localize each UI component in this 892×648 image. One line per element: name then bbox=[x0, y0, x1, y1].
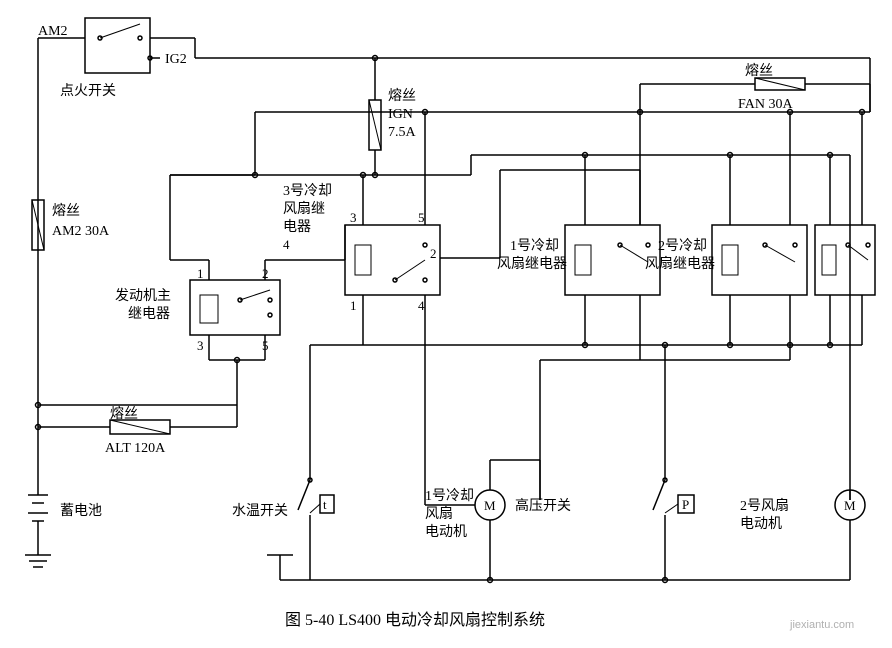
svg-text:1: 1 bbox=[350, 298, 357, 313]
fan-motor-1-label-c: 电动机 bbox=[425, 524, 467, 540]
fuse-ign-a: IGN bbox=[388, 107, 413, 122]
fan-motor-1-label-a: 1号冷却 bbox=[425, 488, 474, 504]
fan-relay-3-label-b: 风扇继 bbox=[283, 201, 325, 217]
svg-text:5: 5 bbox=[418, 210, 425, 225]
ignition-switch-label: 点火开关 bbox=[60, 83, 116, 99]
fan-relay-1-label-a: 1号冷却 bbox=[510, 238, 559, 254]
temp-switch: t bbox=[298, 478, 334, 513]
fuse-diag bbox=[755, 78, 805, 90]
hp-switch-label: 高压开关 bbox=[515, 497, 571, 514]
svg-text:4: 4 bbox=[283, 237, 290, 252]
fuse-fan-30a-label: FAN 30A bbox=[738, 97, 793, 112]
fuse-diag bbox=[110, 420, 170, 434]
fuse-label: 熔丝 bbox=[52, 203, 80, 219]
fan-relay-2-label-a: 2号冷却 bbox=[658, 238, 707, 254]
fan-relay-2 bbox=[712, 225, 807, 295]
svg-text:2: 2 bbox=[430, 246, 437, 261]
ignition-switch-box bbox=[85, 18, 150, 73]
fuse-am2-30a-label: AM2 30A bbox=[52, 224, 110, 239]
fan-relay-2-label-b: 风扇继电器 bbox=[645, 256, 715, 272]
fan-motor-1-label-b: 风扇 bbox=[425, 506, 453, 522]
temp-switch-label: 水温开关 bbox=[232, 503, 288, 519]
fan-relay-3-label-c: 电器 bbox=[283, 219, 311, 235]
fuse-label-fan: 熔丝 bbox=[745, 63, 773, 79]
fuse-alt-120a-label: ALT 120A bbox=[105, 441, 166, 456]
engine-main-relay-label-b: 继电器 bbox=[128, 306, 170, 322]
engine-main-relay-label-a: 发动机主 bbox=[115, 288, 171, 304]
motor-m-2: M bbox=[844, 498, 856, 513]
engine-main-relay: 1 2 3 5 bbox=[190, 266, 280, 353]
svg-text:3: 3 bbox=[350, 210, 357, 225]
ig2-label: IG2 bbox=[165, 52, 187, 67]
fuse-ign-b: 7.5A bbox=[388, 125, 417, 140]
fuse-label-ign: 熔丝 bbox=[388, 88, 416, 104]
fan-motor-2-label-a: 2号风扇 bbox=[740, 498, 789, 514]
battery-label: 蓄电池 bbox=[60, 503, 102, 519]
fan-motor-2-label-b: 电动机 bbox=[740, 516, 782, 532]
fuse-label-alt: 熔丝 bbox=[110, 406, 138, 422]
ignition-contact bbox=[100, 24, 140, 38]
figure-caption: 图 5-40 LS400 电动冷却风扇控制系统 bbox=[285, 611, 545, 629]
contact-dot bbox=[138, 36, 142, 40]
circuit-diagram: AM2 IG2 点火开关 熔丝 AM2 30A 蓄电池 熔丝 FAN 30A 熔… bbox=[0, 0, 892, 648]
svg-text:1: 1 bbox=[197, 266, 204, 281]
fan-relay-right bbox=[815, 225, 875, 295]
watermark: jiexiantu.com bbox=[789, 619, 854, 631]
svg-text:t: t bbox=[323, 497, 327, 512]
motor-m-1: M bbox=[484, 498, 496, 513]
svg-text:3: 3 bbox=[197, 338, 204, 353]
fan-relay-3-label-a: 3号冷却 bbox=[283, 183, 332, 199]
fan-relay-1-label-b: 风扇继电器 bbox=[497, 256, 567, 272]
svg-text:4: 4 bbox=[418, 298, 425, 313]
am2-label: AM2 bbox=[38, 24, 68, 39]
svg-text:P: P bbox=[682, 497, 689, 512]
fuse-diag bbox=[369, 100, 381, 150]
hp-switch: P bbox=[653, 478, 694, 513]
